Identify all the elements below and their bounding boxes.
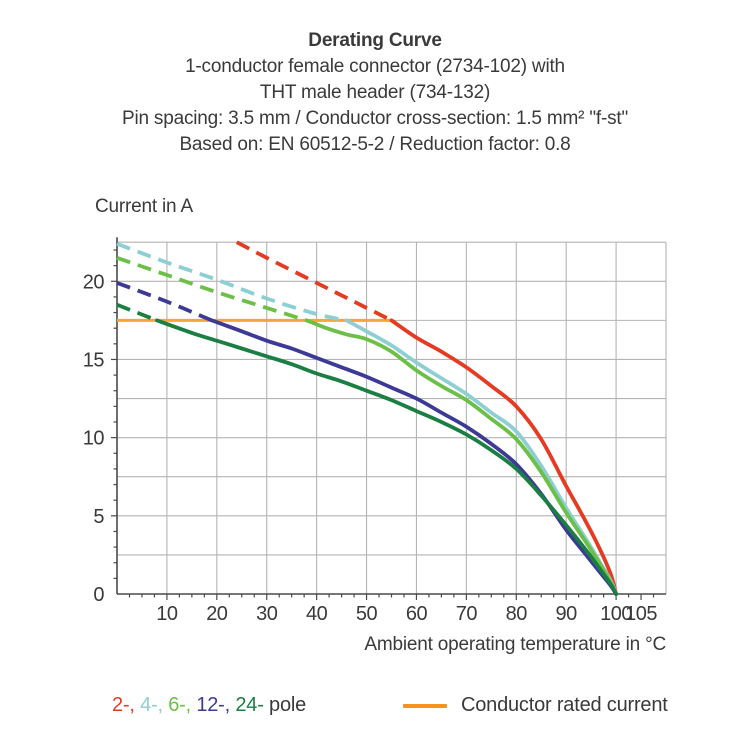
x-tick-label: 10 <box>156 603 178 625</box>
series-dashed-2-pole <box>235 240 393 323</box>
x-tick-label: 80 <box>506 603 528 625</box>
x-axis-title: Ambient operating temperature in °C <box>364 634 666 655</box>
legend-part: 2-, <box>112 694 135 716</box>
legend-part: pole <box>263 694 307 716</box>
x-tick-label: 100 <box>600 603 632 625</box>
x-tick-label: 20 <box>206 603 228 625</box>
x-tick-label: 60 <box>406 603 428 625</box>
x-tick-label: 30 <box>256 603 278 625</box>
pole-legend: 2-, 4-, 6-, 12-, 24- pole <box>112 694 306 717</box>
chart-subtitle-1: 1-conductor female connector (2734-102) … <box>185 56 565 77</box>
rated-current-swatch <box>403 703 447 708</box>
chart-subtitle-2: THT male header (734-132) <box>259 82 491 103</box>
x-tick-label: 40 <box>306 603 328 625</box>
x-tick-label: 70 <box>456 603 478 625</box>
legend-part: 24- <box>230 694 264 716</box>
x-tick-label: 90 <box>556 603 578 625</box>
y-axis-title: Current in A <box>95 196 193 217</box>
chart-title-block: Derating Curve 1-conductor female connec… <box>0 28 750 158</box>
series-solid-12-pole <box>209 318 618 596</box>
series-solid-4-pole <box>344 318 618 596</box>
legend-part: 6-, <box>162 694 191 716</box>
x-tick-label: 105 <box>625 603 657 625</box>
chart-title: Derating Curve <box>308 30 442 51</box>
series-solid-6-pole <box>304 318 618 596</box>
chart-subtitle-4: Based on: EN 60512-5-2 / Reduction facto… <box>179 134 571 155</box>
series-dashed-4-pole <box>116 241 348 323</box>
legend-part: 4-, <box>134 694 163 716</box>
y-tick-label: 0 <box>93 584 104 606</box>
y-tick-label: 10 <box>83 428 105 450</box>
x-tick-label: 50 <box>356 603 378 625</box>
series-dashed-6-pole <box>116 256 308 323</box>
rated-current-label: Conductor rated current <box>461 694 668 716</box>
series-dashed-12-pole <box>116 281 213 323</box>
legend-part: 12-, <box>190 694 230 716</box>
y-tick-label: 20 <box>83 271 105 293</box>
series-dashed-24-pole <box>116 302 158 323</box>
series-solid-24-pole <box>155 318 618 596</box>
y-tick-label: 15 <box>83 349 105 371</box>
chart-subtitle-3: Pin spacing: 3.5 mm / Conductor cross-se… <box>121 108 628 129</box>
rated-current-legend: Conductor rated current <box>403 694 668 717</box>
y-tick-label: 5 <box>93 506 104 528</box>
series-solid-2-pole <box>389 318 618 596</box>
